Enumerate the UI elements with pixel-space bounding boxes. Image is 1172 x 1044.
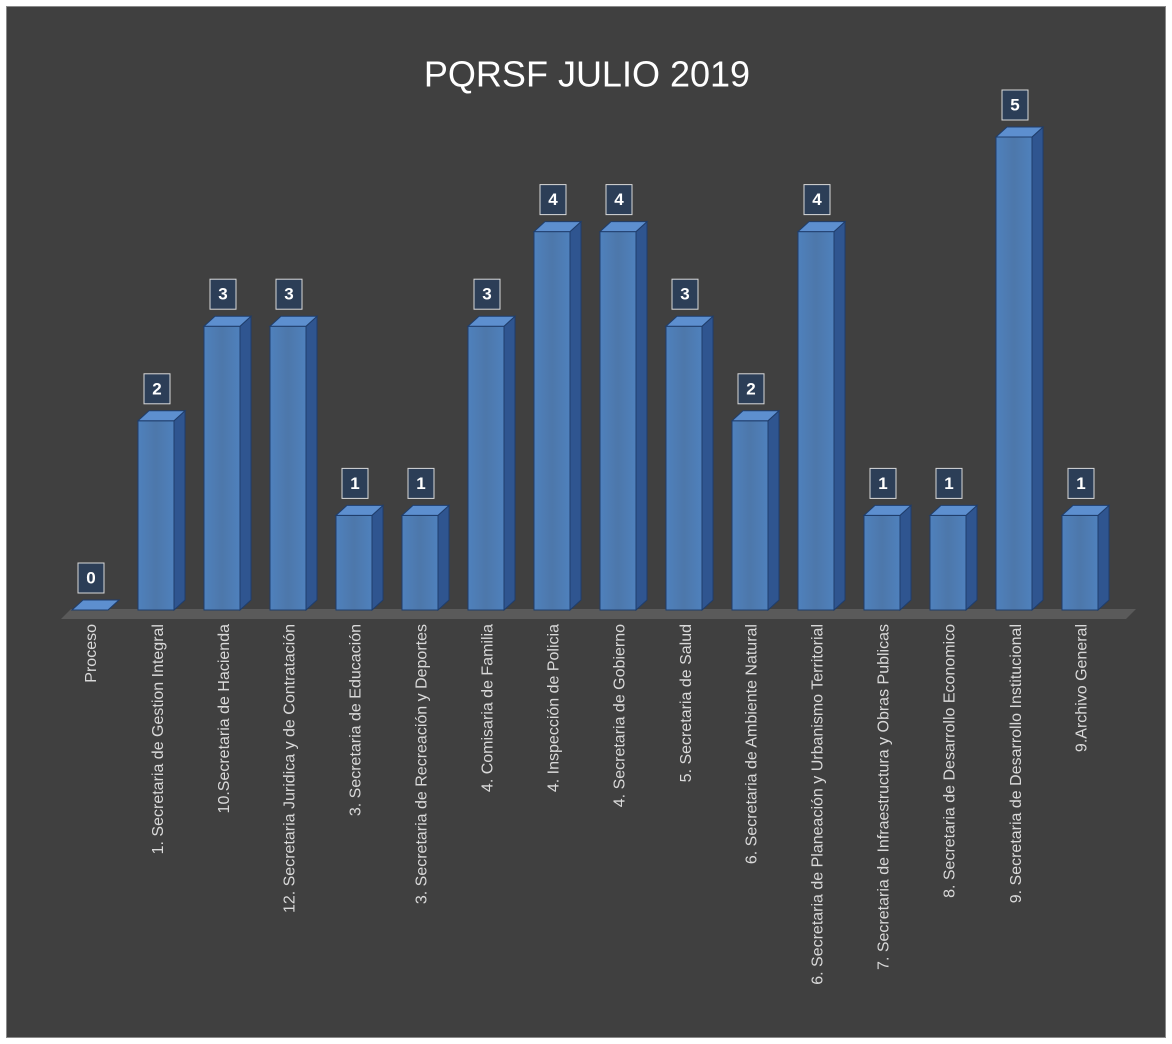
bar-side [437,504,450,612]
bar-side [1097,504,1110,612]
bar-top [532,221,583,233]
chart-title: PQRSF JULIO 2019 [424,54,750,95]
value-label-box [1067,467,1095,499]
x-tick-label: 1. Secretaria de Gestion Integral [149,624,167,855]
bar-side [1031,125,1044,612]
value-label-box [275,278,303,310]
bar [335,514,373,611]
bar-side [569,220,582,612]
x-tick-label: 4. Secretaria de Gobierno [611,624,629,808]
bar-top [1060,504,1111,516]
value-label-box [803,184,831,216]
bar-side [701,315,714,612]
bar-top [70,599,121,611]
bar-side [503,315,516,612]
x-tick-label: 4. Inspección de Policia [545,624,563,793]
x-tick-label: 3. Secretaria de Recreación y Deportes [413,624,431,905]
value-label: 4 [614,190,624,209]
bar [599,231,637,611]
value-label: 2 [152,379,161,398]
bar-top [664,315,715,327]
chart-frame: PQRSF JULIO 2019 0 2 3 3 1 1 3 4 4 3 2 4 1 1 5 1 Proces… [6,6,1166,1038]
value-label: 3 [680,285,689,304]
value-label: 3 [482,285,491,304]
value-label-box [341,467,369,499]
bar-top [334,504,385,516]
bar-top [730,410,781,422]
bar-side [371,504,384,612]
bar [467,325,505,611]
bar [731,420,769,611]
bar-side [305,315,318,612]
bar [929,514,967,611]
bar [401,514,439,611]
bar-top [400,504,451,516]
bar-top [796,221,847,233]
bar-side [767,409,780,612]
value-label-box [737,373,765,405]
x-tick-label: 3. Secretaria de Educación [347,624,365,817]
bar-top [268,315,319,327]
bar-side [173,409,186,612]
value-label-box [209,278,237,310]
value-label: 3 [284,285,293,304]
bar-side [635,220,648,612]
x-tick-label: 8. Secretaria de Desarrollo Economico [941,624,959,898]
bar-top [598,221,649,233]
bar-top [862,504,913,516]
value-label: 4 [548,190,558,209]
value-label-box [935,467,963,499]
x-tick-label: 9. Secretaria de Desarrollo Instituciona… [1007,624,1025,904]
value-label-box [869,467,897,499]
x-tick-label: 5. Secretaria de Salud [677,624,695,783]
bar [863,514,901,611]
chart: PQRSF JULIO 2019 0 2 3 3 1 1 3 4 4 3 2 4 1 1 5 1 [61,54,1136,619]
x-tick-label: 12. Secretaria Juridica y de Contratació… [281,624,299,914]
bar-top [136,410,187,422]
bar [995,136,1033,611]
value-label: 1 [878,474,887,493]
x-tick-label: 10.Secretaria de Hacienda [215,624,233,814]
bar-top [994,126,1045,138]
bar-side [899,504,912,612]
value-label: 0 [86,568,95,587]
floor [61,609,1136,619]
x-tick-label: 7. Secretaria de Infraestructura y Obras… [875,624,893,970]
value-label: 5 [1010,95,1019,114]
value-label-box [143,373,171,405]
value-label: 1 [416,474,425,493]
bar [797,231,835,611]
x-tick-label: 4. Comisaria de Familia [479,624,497,793]
value-label-box [671,278,699,310]
value-label-box [473,278,501,310]
value-label: 4 [812,190,822,209]
bar-side [833,220,846,612]
value-label: 2 [746,379,755,398]
bar [269,325,307,611]
x-tick-label: 6. Secretaria de Planeación y Urbanismo … [809,624,827,985]
value-label: 1 [350,474,359,493]
x-tick-label: Proceso [83,624,101,683]
value-label-box [1001,89,1029,121]
bar [533,231,571,611]
value-label: 1 [1076,474,1085,493]
bar-top [928,504,979,516]
x-tick-label: 6. Secretaria de Ambiente Natural [743,624,761,865]
bar [1061,514,1099,611]
bar-side [965,504,978,612]
value-label: 1 [944,474,953,493]
bar [665,325,703,611]
bar-top [466,315,517,327]
value-label-box [407,467,435,499]
bar-top [202,315,253,327]
value-label-box [77,562,105,594]
x-tick-label: 9.Archivo General [1073,624,1091,753]
bar [203,325,241,611]
value-label: 3 [218,285,227,304]
bar [137,420,175,611]
bar-side [239,315,252,612]
value-label-box [605,184,633,216]
value-label-box [539,184,567,216]
